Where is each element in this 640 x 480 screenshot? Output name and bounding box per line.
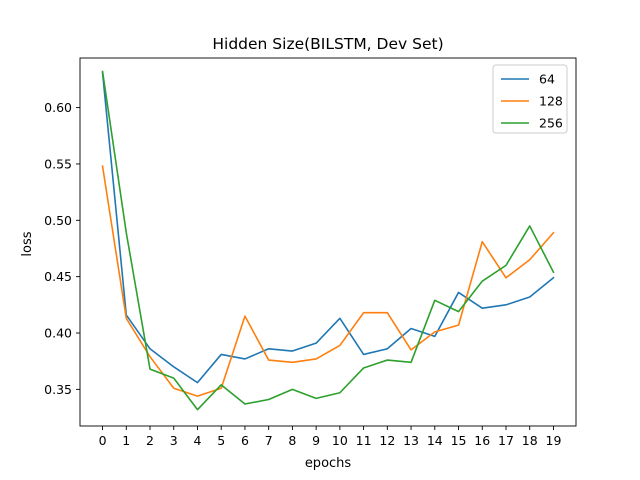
x-tick-label: 5 [217, 433, 225, 448]
x-tick-label: 19 [546, 433, 562, 448]
y-tick-label: 0.45 [44, 269, 72, 284]
x-tick-label: 12 [379, 433, 395, 448]
legend-box [492, 64, 568, 134]
legend: 64 128 256 [492, 64, 568, 134]
axes-layer: 0 1 2 3 4 5 6 7 8 9 10 11 12 13 14 15 16 17 18 190.350.400.… [44, 57, 577, 448]
x-tick-label: 17 [498, 433, 514, 448]
x-tick-label: 3 [170, 433, 178, 448]
x-tick-label: 4 [193, 433, 201, 448]
x-tick-label: 11 [356, 433, 372, 448]
legend-label-64: 64 [539, 72, 555, 87]
y-tick-label: 0.35 [44, 382, 72, 397]
chart-title: Hidden Size(BILSTM, Dev Set) [212, 35, 443, 53]
x-tick-label: 13 [403, 433, 419, 448]
y-axis-label: loss [20, 231, 35, 256]
series-line-64 [101, 71, 555, 384]
y-tick-label: 0.40 [44, 326, 72, 341]
series-layer [101, 70, 555, 411]
legend-label-128: 128 [539, 94, 563, 109]
x-axis-label: epochs [305, 456, 352, 471]
x-tick-label: 1 [122, 433, 130, 448]
plot-frame [79, 57, 577, 427]
x-tick-label: 9 [312, 433, 320, 448]
x-tick-label: 16 [474, 433, 490, 448]
x-tick-label: 10 [332, 433, 348, 448]
x-tick-label: 0 [99, 433, 107, 448]
series-line-256 [101, 70, 555, 411]
y-tick-label: 0.50 [44, 213, 72, 228]
x-tick-label: 7 [265, 433, 273, 448]
y-tick-label: 0.55 [44, 156, 72, 171]
x-tick-label: 6 [241, 433, 249, 448]
x-tick-label: 15 [451, 433, 467, 448]
legend-label-256: 256 [539, 116, 563, 131]
x-tick-label: 2 [146, 433, 154, 448]
x-tick-label: 18 [522, 433, 538, 448]
series-line-128 [101, 165, 555, 397]
y-tick-label: 0.60 [44, 100, 72, 115]
x-tick-label: 8 [288, 433, 296, 448]
x-tick-label: 14 [427, 433, 443, 448]
